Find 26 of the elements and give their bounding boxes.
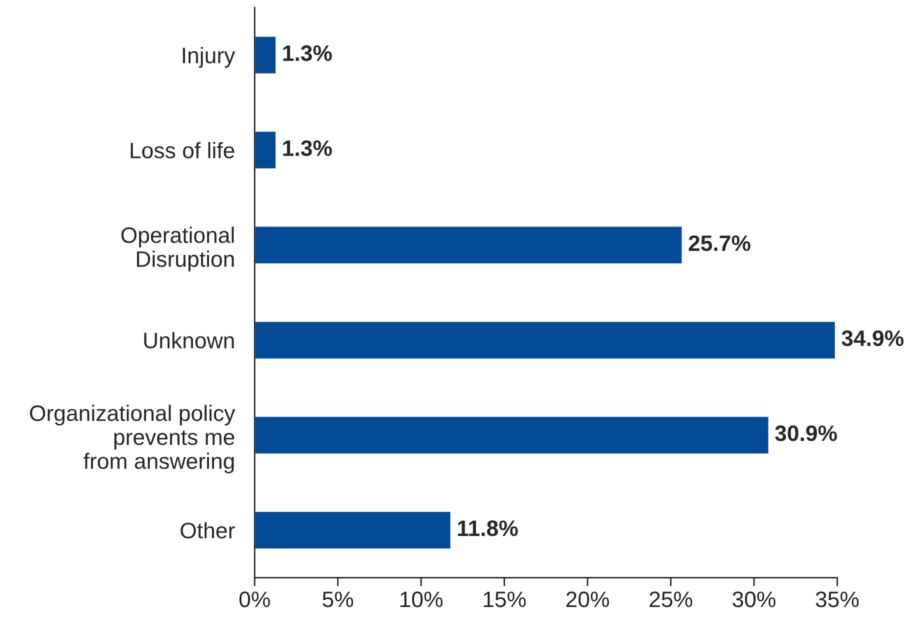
x-tick-label: 10%	[400, 591, 443, 608]
x-tick-label: 15%	[484, 592, 526, 608]
y-tick-label: Loss of life	[130, 142, 234, 158]
y-tick-label: Operational Disruption	[121, 226, 234, 272]
y-tick-label: Injury	[182, 47, 236, 68]
bar	[254, 320, 836, 360]
x-tick-label: 0%	[239, 591, 270, 608]
data-label: 34.9%	[842, 330, 904, 346]
x-tick-label: 5%	[322, 592, 354, 608]
x-tick-label: 35%	[816, 591, 859, 608]
data-label: 25.7%	[688, 235, 750, 252]
x-tick-label: 30%	[732, 591, 776, 608]
bar	[254, 415, 770, 455]
data-label: 11.8%	[458, 520, 518, 536]
bar	[254, 130, 277, 170]
data-label: 1.3%	[283, 45, 332, 62]
y-tick-label: Unknown	[144, 332, 234, 348]
data-label: 1.3%	[283, 140, 332, 156]
bar	[254, 225, 684, 265]
bar	[254, 35, 277, 75]
x-tick-label: 25%	[650, 591, 692, 608]
y-tick-label: Other	[180, 522, 235, 538]
bar	[254, 510, 452, 550]
y-tick-label: Organizational policy prevents me from answering	[30, 404, 236, 474]
x-tick-label: 20%	[566, 591, 609, 608]
data-label: 30.9%	[775, 425, 837, 442]
